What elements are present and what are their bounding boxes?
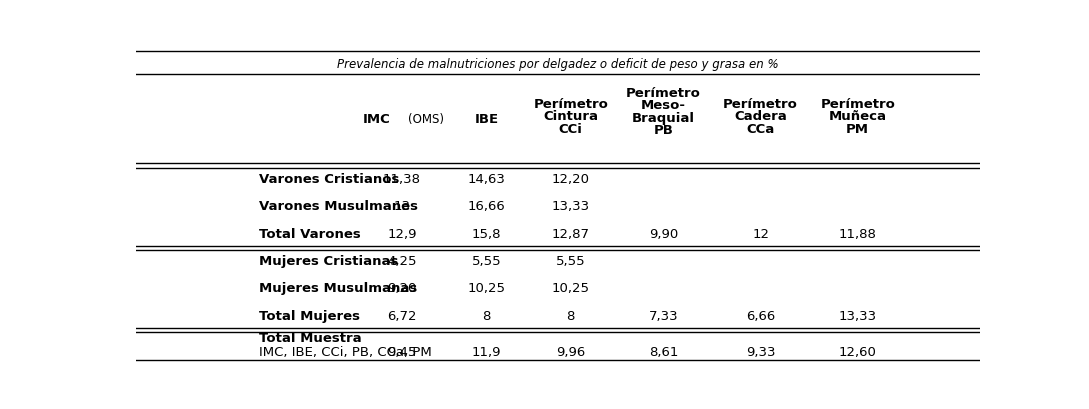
- Text: Mujeres Musulmanas: Mujeres Musulmanas: [258, 282, 417, 295]
- Text: 13: 13: [393, 200, 411, 213]
- Text: 13,33: 13,33: [839, 310, 877, 323]
- Text: Braquial: Braquial: [632, 112, 695, 125]
- Text: 8: 8: [482, 310, 490, 323]
- Text: 5,55: 5,55: [556, 255, 586, 268]
- Text: IBE: IBE: [475, 113, 499, 126]
- Text: 14,63: 14,63: [467, 173, 505, 186]
- Text: Perímetro: Perímetro: [626, 87, 701, 100]
- Text: 8: 8: [566, 310, 575, 323]
- Text: (OMS): (OMS): [407, 113, 443, 126]
- Text: 16,66: 16,66: [467, 200, 505, 213]
- Text: IMC, IBE, CCi, PB, CCa, PM: IMC, IBE, CCi, PB, CCa, PM: [258, 346, 431, 359]
- Text: Total Mujeres: Total Mujeres: [258, 310, 359, 323]
- Text: IMC: IMC: [363, 113, 391, 126]
- Text: 12,9: 12,9: [388, 227, 417, 240]
- Text: 15,8: 15,8: [472, 227, 501, 240]
- Text: Prevalencia de malnutriciones por delgadez o deficit de peso y grasa en %: Prevalencia de malnutriciones por delgad…: [338, 58, 779, 71]
- Text: Perímetro: Perímetro: [820, 98, 895, 111]
- Text: 9,45: 9,45: [388, 346, 417, 359]
- Text: Perímetro: Perímetro: [534, 98, 609, 111]
- Text: Total Varones: Total Varones: [258, 227, 360, 240]
- Text: CCi: CCi: [559, 123, 583, 136]
- Text: Cintura: Cintura: [543, 110, 598, 123]
- Text: Varones Musulmanes: Varones Musulmanes: [258, 200, 417, 213]
- Text: 8,61: 8,61: [649, 346, 678, 359]
- Text: 10,25: 10,25: [552, 282, 590, 295]
- Text: 11,9: 11,9: [472, 346, 501, 359]
- Text: 12: 12: [752, 227, 769, 240]
- Text: CCa: CCa: [747, 123, 774, 136]
- Text: Total Muestra: Total Muestra: [258, 333, 362, 345]
- Text: Meso-: Meso-: [641, 99, 686, 112]
- Text: Varones Cristianos: Varones Cristianos: [258, 173, 399, 186]
- Text: 4,25: 4,25: [388, 255, 417, 268]
- Text: Mujeres Cristianas: Mujeres Cristianas: [258, 255, 397, 268]
- Text: Cadera: Cadera: [734, 110, 787, 123]
- Text: 9,90: 9,90: [649, 227, 678, 240]
- Text: 9,33: 9,33: [746, 346, 775, 359]
- Text: 12,87: 12,87: [552, 227, 590, 240]
- Text: 6,66: 6,66: [746, 310, 775, 323]
- Text: 9,20: 9,20: [388, 282, 417, 295]
- Text: 5,55: 5,55: [472, 255, 501, 268]
- Text: 11,88: 11,88: [839, 227, 877, 240]
- Text: 9,96: 9,96: [556, 346, 586, 359]
- Text: PB: PB: [653, 124, 674, 137]
- Text: PM: PM: [846, 123, 869, 136]
- Text: 12,20: 12,20: [552, 173, 590, 186]
- Text: 11,38: 11,38: [383, 173, 421, 186]
- Text: Perímetro: Perímetro: [723, 98, 798, 111]
- Text: 6,72: 6,72: [388, 310, 417, 323]
- Text: 10,25: 10,25: [467, 282, 505, 295]
- Text: 7,33: 7,33: [649, 310, 678, 323]
- Text: 13,33: 13,33: [552, 200, 590, 213]
- Text: Muñeca: Muñeca: [829, 110, 886, 123]
- Text: 12,60: 12,60: [839, 346, 877, 359]
